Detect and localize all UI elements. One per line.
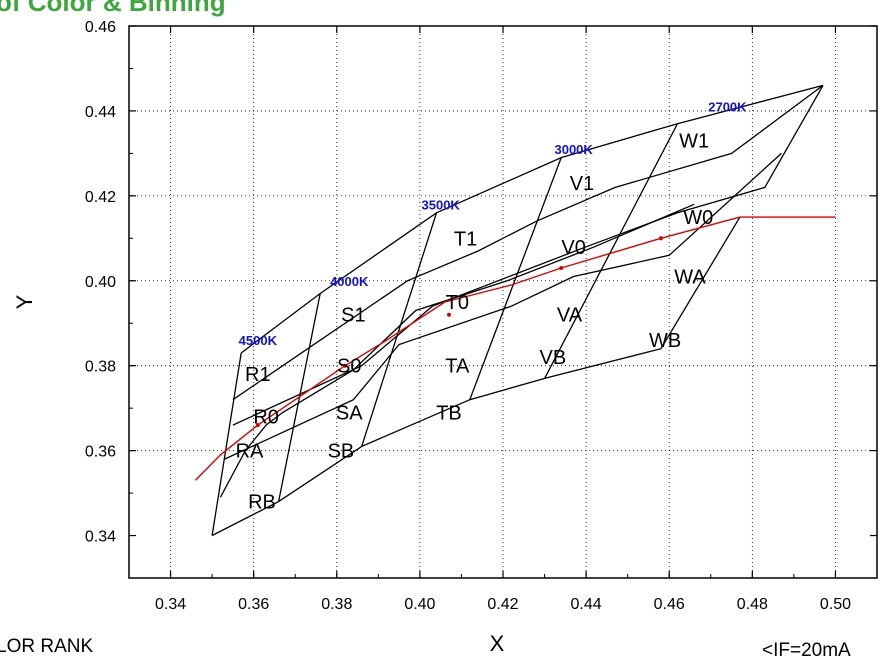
grid-layer bbox=[129, 26, 877, 578]
x-tick-label: 0.38 bbox=[321, 596, 352, 613]
bin-label: RB bbox=[248, 492, 276, 514]
cct-label: 3000K bbox=[554, 142, 593, 157]
locus-point-marker bbox=[446, 312, 451, 317]
labels-layer: RB RA R0 R1 SB SA S0 S1 TB TA T0 T1 VB VA V0 V1 WB WA W0 W1… bbox=[236, 100, 748, 514]
y-tick-label: 0.34 bbox=[85, 529, 116, 546]
ticks-layer: 0.34 0.36 0.38 0.40 0.42 0.44 0.46 0.48 0.50 0.34… bbox=[85, 19, 878, 613]
bin-label: T0 bbox=[446, 292, 469, 314]
bin-label: SB bbox=[328, 441, 355, 463]
footer-right-text: <IF=20mA bbox=[762, 640, 851, 661]
x-tick-label: 0.40 bbox=[404, 596, 435, 613]
locus-layer bbox=[195, 216, 836, 481]
bin-boundary-line bbox=[240, 84, 824, 354]
y-tick-label: 0.36 bbox=[85, 444, 116, 461]
cct-label: 4000K bbox=[330, 274, 369, 289]
blackbody-locus-line bbox=[195, 216, 836, 481]
y-tick-label: 0.38 bbox=[85, 359, 116, 376]
footer-left-text: LOR RANK bbox=[0, 636, 94, 657]
bin-label: T1 bbox=[454, 228, 477, 250]
bin-boundary-line bbox=[544, 123, 679, 379]
x-tick-label: 0.44 bbox=[571, 596, 602, 613]
bin-label: R1 bbox=[245, 364, 271, 386]
bin-label: SA bbox=[336, 402, 363, 424]
x-tick-label: 0.46 bbox=[654, 596, 685, 613]
bin-label: W0 bbox=[683, 207, 713, 229]
y-tick-label: 0.42 bbox=[85, 189, 116, 206]
bin-label: TA bbox=[445, 356, 470, 378]
bin-label: VB bbox=[540, 347, 567, 369]
bin-boundary-line bbox=[469, 157, 562, 400]
cct-label: 4500K bbox=[239, 333, 278, 348]
y-tick-label: 0.40 bbox=[85, 274, 116, 291]
y-tick-label: 0.46 bbox=[85, 19, 116, 36]
x-axis-title: X bbox=[490, 631, 505, 653]
bin-boundary-line bbox=[211, 216, 741, 537]
bin-label: V1 bbox=[570, 173, 594, 195]
bin-label: V0 bbox=[561, 237, 585, 259]
bin-label: W1 bbox=[679, 131, 709, 153]
bin-label: WB bbox=[649, 330, 681, 352]
bin-label: WA bbox=[674, 267, 706, 289]
y-axis-title: Y bbox=[12, 294, 37, 309]
bin-label: VA bbox=[557, 305, 583, 327]
x-tick-label: 0.42 bbox=[487, 596, 518, 613]
x-tick-label: 0.50 bbox=[820, 596, 851, 613]
cct-label: 2700K bbox=[708, 100, 747, 115]
x-tick-label: 0.34 bbox=[155, 596, 186, 613]
locus-point-marker bbox=[658, 236, 663, 241]
bin-boundary-line bbox=[232, 85, 824, 426]
bin-label: TB bbox=[436, 402, 462, 424]
x-tick-label: 0.36 bbox=[238, 596, 269, 613]
bin-label: RA bbox=[236, 441, 264, 463]
bin-lines-layer bbox=[211, 84, 824, 537]
locus-point-marker bbox=[255, 423, 260, 428]
locus-point-marker bbox=[343, 363, 348, 368]
bin-label: S0 bbox=[337, 356, 361, 378]
bin-boundary-line bbox=[361, 212, 438, 447]
bin-boundary-line bbox=[224, 152, 782, 460]
cct-label: 3500K bbox=[422, 197, 461, 212]
y-tick-label: 0.44 bbox=[85, 104, 116, 121]
bin-label: S1 bbox=[341, 305, 365, 327]
chart-heading: of Color & Binning bbox=[0, 0, 226, 17]
bin-label: R0 bbox=[253, 407, 279, 429]
x-tick-label: 0.48 bbox=[737, 596, 768, 613]
bin-boundary-line bbox=[211, 352, 242, 536]
bin-boundary-line bbox=[232, 84, 824, 401]
locus-point-marker bbox=[559, 266, 564, 271]
